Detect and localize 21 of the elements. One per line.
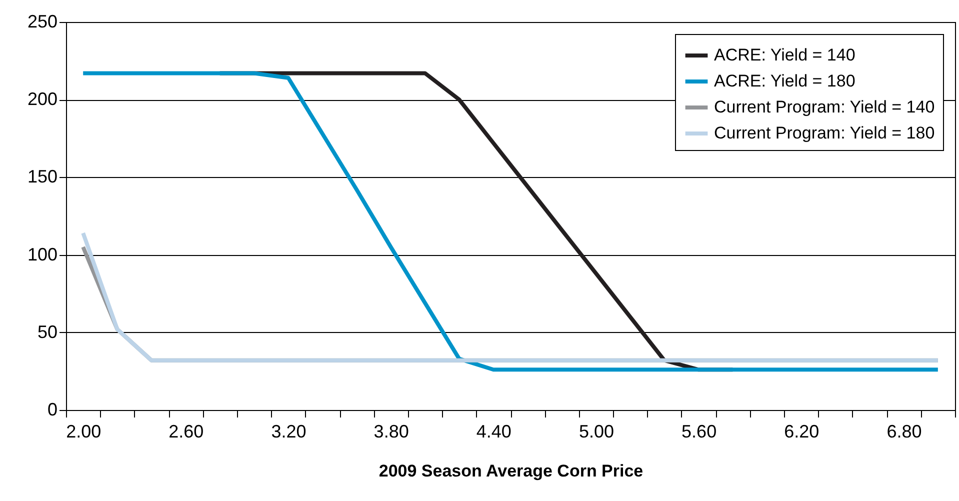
legend-label: Current Program: Yield = 140	[714, 98, 935, 116]
legend-label: ACRE: Yield = 140	[714, 46, 856, 64]
y-tick-label: 100	[27, 244, 58, 264]
x-tick-label: 3.20	[271, 422, 306, 442]
x-tick-label: 3.80	[374, 422, 409, 442]
y-tick-label: 50	[37, 322, 58, 342]
x-tick-label: 6.80	[886, 422, 922, 442]
y-tick-label: 200	[27, 89, 58, 110]
x-tick-label: 4.40	[476, 422, 512, 442]
line-series	[81, 71, 940, 372]
y-tick-label: 150	[27, 166, 58, 187]
x-axis-title: 2009 Season Average Corn Price	[378, 462, 644, 480]
x-tick-label: 2.00	[66, 422, 102, 442]
x-tick-label: 2.60	[168, 422, 204, 442]
y-tick-label: 0	[47, 400, 58, 420]
legend-label: Current Program: Yield = 180	[714, 124, 935, 142]
x-tick-label: 5.60	[682, 422, 717, 442]
x-tick-label: 6.20	[784, 422, 820, 442]
y-tick-label: 250	[27, 12, 58, 32]
legend-label: ACRE: Yield = 180	[714, 72, 856, 90]
x-tick-label: 5.00	[578, 422, 614, 442]
